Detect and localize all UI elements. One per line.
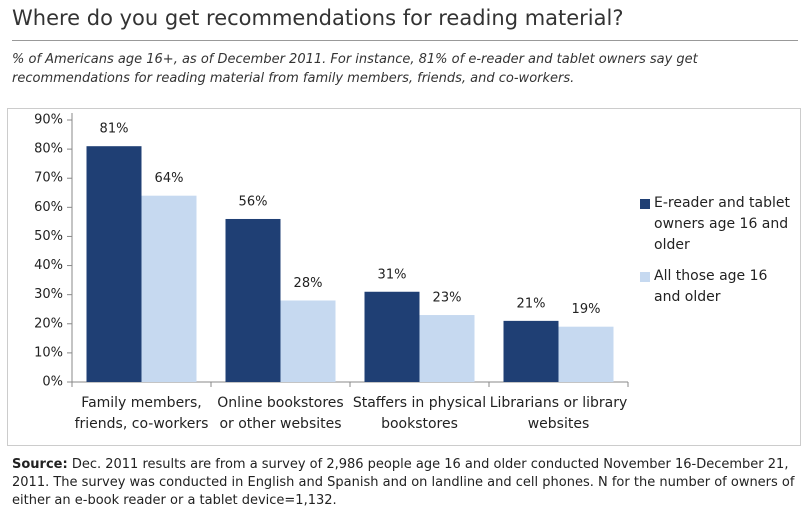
x-tick-label: Family members, friends, co-workers: [74, 395, 209, 432]
y-tick-label: 20%: [34, 316, 63, 331]
value-label: 19%: [572, 302, 601, 317]
legend-swatch: [640, 272, 650, 282]
bar: [280, 300, 336, 382]
y-tick-label: 80%: [34, 142, 63, 157]
legend-label: E-reader and tablet owners age 16 and ol…: [654, 195, 790, 253]
value-label: 64%: [155, 171, 184, 186]
x-tick-label: Librarians or library websites: [489, 395, 628, 432]
value-label: 21%: [517, 296, 546, 311]
x-tick-label: Online bookstores or other websites: [217, 395, 344, 432]
bar: [141, 195, 197, 382]
chart-subtitle: % of Americans age 16+, as of December 2…: [12, 52, 698, 86]
value-label: 81%: [100, 122, 129, 137]
bar: [558, 326, 614, 382]
y-tick-label: 90%: [34, 113, 63, 128]
value-label: 23%: [433, 291, 462, 306]
chart-frame: [7, 108, 801, 446]
y-tick-label: 60%: [34, 200, 63, 215]
bar: [225, 218, 281, 382]
y-tick-label: 0%: [42, 375, 63, 390]
source-label: Source:: [12, 457, 68, 472]
bar: [503, 320, 559, 382]
value-label: 28%: [294, 276, 323, 291]
bar: [419, 315, 475, 382]
source-note: Source: Dec. 2011 results are from a sur…: [12, 456, 798, 510]
y-tick-label: 50%: [34, 229, 63, 244]
value-label: 56%: [239, 194, 268, 209]
bar: [364, 291, 420, 382]
y-tick-label: 10%: [34, 345, 63, 360]
legend-label: All those age 16 and older: [654, 268, 768, 305]
title-rule: [12, 40, 798, 41]
x-tick-label: Staffers in physical bookstores: [352, 395, 487, 432]
y-tick-label: 30%: [34, 287, 63, 302]
y-tick-label: 70%: [34, 171, 63, 186]
legend-swatch: [640, 199, 650, 209]
bar: [86, 146, 142, 382]
value-label: 31%: [378, 267, 407, 282]
chart-title: Where do you get recommendations for rea…: [12, 6, 624, 30]
source-text: Dec. 2011 results are from a survey of 2…: [12, 457, 795, 508]
y-tick-label: 40%: [34, 258, 63, 273]
